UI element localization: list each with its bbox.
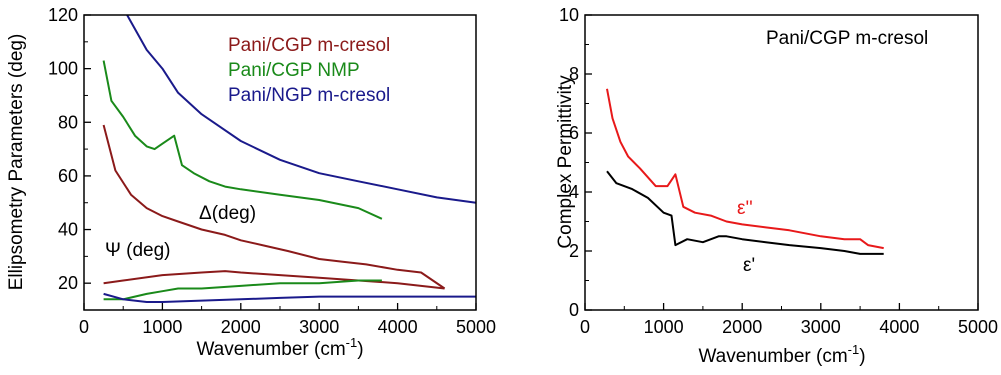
chart-permittivity: 0 1000 2000 3000 4000 5000 0 2 4 6 8 10 Pani/CGP m-… (555, 5, 998, 367)
left-xaxis-label-close: ) (357, 339, 363, 360)
right-xtick-label: 2000 (722, 317, 762, 337)
right-ytick-label: 0 (569, 300, 579, 320)
right-ytick-label: 4 (569, 182, 579, 202)
left-ytick-label: 60 (58, 166, 78, 186)
right-yaxis-label: Complex Permittivity (555, 75, 576, 249)
left-ytick-label: 40 (58, 220, 78, 240)
left-series-cgp_nmp_delta (102, 60, 383, 220)
left-xtick-label: 1000 (142, 317, 182, 337)
left-legend-3: Pani/NGP m-cresol (228, 85, 390, 106)
right-xtick-label: 3000 (801, 317, 841, 337)
right-xaxis-label: Wavenumber (cm-1) (698, 342, 865, 367)
annotation-eps-double-prime: ε'' (737, 198, 753, 219)
left-ytick-label: 20 (58, 273, 78, 293)
chart-ellipsometry: 0 1000 2000 3000 4000 5000 20 40 60 80 100 120 Pani… (6, 5, 496, 360)
right-ticks-group: 0 1000 2000 3000 4000 5000 0 2 4 6 8 10 (559, 5, 998, 337)
left-legend-1: Pani/CGP m-cresol (228, 35, 390, 56)
left-xaxis-label: Wavenumber (cm-1) (196, 335, 363, 360)
left-xtick-label: 2000 (221, 317, 261, 337)
right-xtick-label: 1000 (644, 317, 684, 337)
annotation-delta: Δ(deg) (199, 203, 256, 224)
annotation-psi: Ψ (deg) (105, 240, 171, 261)
left-xtick-label: 5000 (456, 317, 496, 337)
right-xtick-label: 5000 (958, 317, 998, 337)
right-chart-title: Pani/CGP m-cresol (766, 28, 928, 49)
left-xaxis-label-sup: -1 (346, 335, 358, 350)
left-ytick-label: 120 (48, 5, 78, 25)
left-legend-2: Pani/CGP NMP (228, 60, 360, 81)
left-yaxis-label: Ellipsometry Parameters (deg) (6, 34, 27, 291)
right-ytick-label: 2 (569, 241, 579, 261)
left-series-ngp_mcresol_psi (103, 292, 476, 303)
left-ytick-label: 80 (58, 112, 78, 132)
left-xtick-label: 4000 (378, 317, 418, 337)
right-xaxis-label-sup: -1 (848, 342, 860, 357)
right-ytick-label: 8 (569, 64, 579, 84)
left-xaxis-label-main: Wavenumber (cm (196, 339, 345, 360)
left-ticks-group: 0 1000 2000 3000 4000 5000 20 40 60 80 100 120 (48, 5, 496, 337)
right-plot-frame (584, 14, 979, 311)
right-ytick-label: 10 (559, 5, 579, 25)
right-series-eps_double_prime (606, 88, 884, 250)
left-series-cgp_mcresol_delta (102, 124, 446, 290)
left-series-cgp_nmp_psi (103, 279, 382, 301)
left-xtick-label: 0 (79, 317, 89, 337)
right-xaxis-label-main: Wavenumber (cm (698, 346, 847, 367)
right-xaxis-label-close: ) (859, 346, 865, 367)
right-xtick-label: 0 (580, 317, 590, 337)
left-ytick-label: 100 (48, 59, 78, 79)
right-ytick-label: 6 (569, 123, 579, 143)
right-xtick-label: 4000 (879, 317, 919, 337)
right-series-group (606, 88, 884, 255)
left-series-group (102, 14, 477, 303)
right-series-eps_prime (606, 170, 884, 255)
annotation-eps-prime: ε' (743, 255, 755, 276)
left-series-cgp_mcresol_psi (103, 270, 445, 290)
left-xtick-label: 3000 (299, 317, 339, 337)
left-series-ngp_mcresol_delta (126, 14, 477, 204)
